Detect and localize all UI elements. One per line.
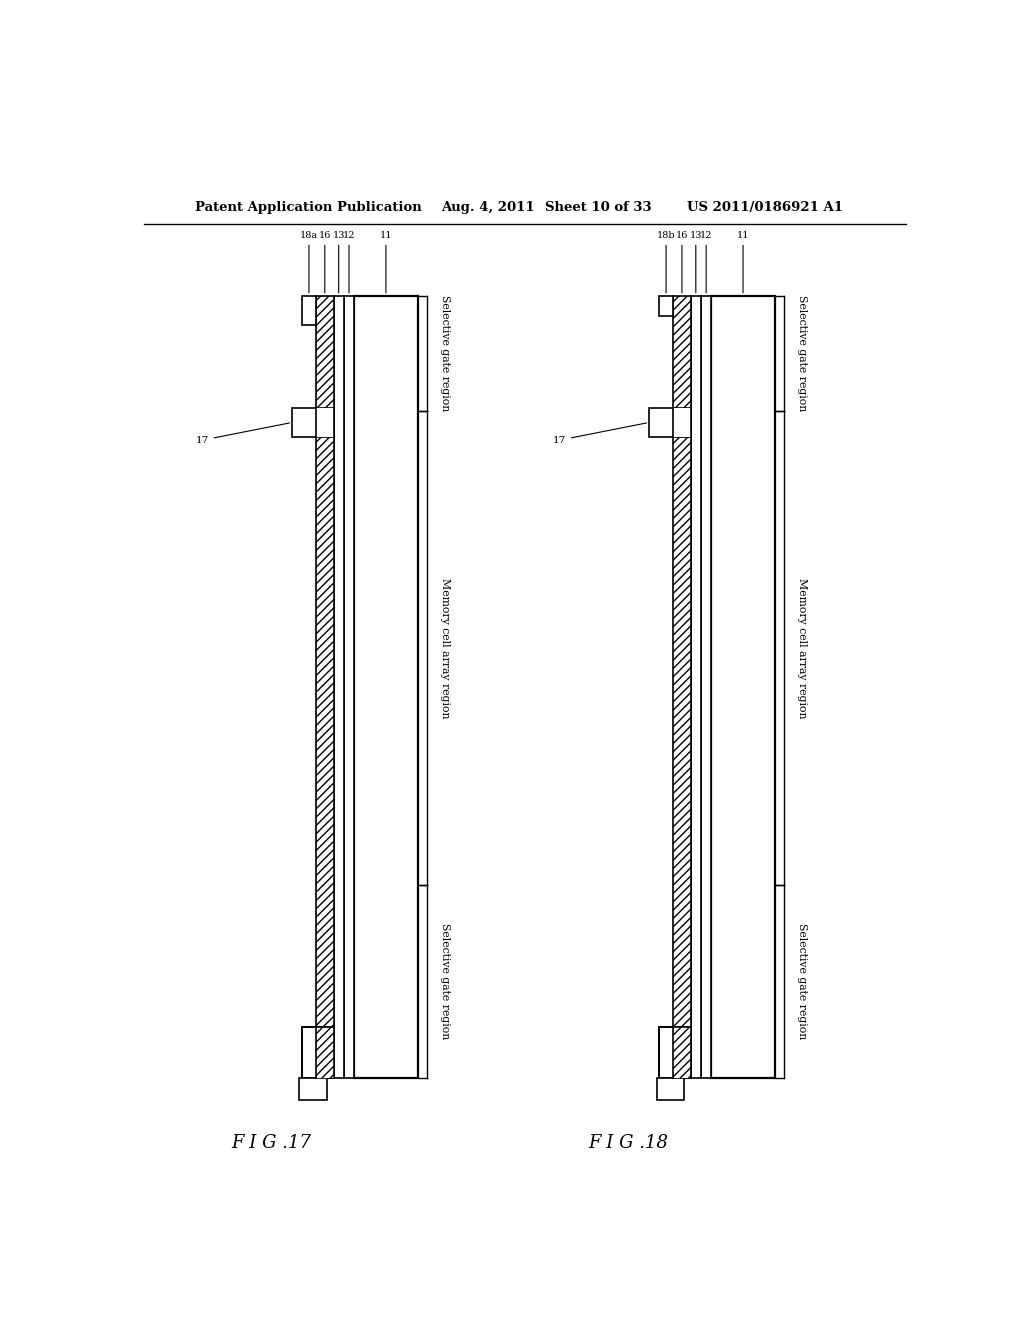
Bar [673, 1027, 690, 1078]
Text: 16: 16 [318, 231, 331, 293]
Text: 17: 17 [553, 422, 647, 445]
Text: Sheet 10 of 33: Sheet 10 of 33 [545, 201, 651, 214]
Bar [701, 296, 712, 1078]
Text: Memory cell array region: Memory cell array region [439, 578, 450, 718]
Text: F I G .17: F I G .17 [231, 1134, 311, 1152]
Bar [316, 1027, 334, 1078]
Text: 17: 17 [196, 422, 290, 445]
Text: Selective gate region: Selective gate region [797, 296, 807, 412]
Text: F I G .18: F I G .18 [588, 1134, 669, 1152]
Bar [344, 296, 354, 1078]
Text: Aug. 4, 2011: Aug. 4, 2011 [441, 201, 536, 214]
Text: 18a: 18a [300, 231, 318, 293]
Bar [316, 408, 334, 437]
Bar [673, 296, 690, 1078]
Bar [690, 296, 701, 1078]
Bar [712, 296, 775, 1078]
Text: Selective gate region: Selective gate region [439, 924, 450, 1040]
Bar [299, 1078, 328, 1100]
Text: 11: 11 [737, 231, 750, 293]
Bar [656, 1078, 684, 1100]
Bar [316, 296, 334, 1078]
Text: Selective gate region: Selective gate region [797, 924, 807, 1040]
Text: 12: 12 [343, 231, 355, 293]
Text: 18b: 18b [656, 231, 676, 293]
Text: 12: 12 [699, 231, 713, 293]
Text: 11: 11 [380, 231, 392, 293]
Text: Patent Application Publication: Patent Application Publication [196, 201, 422, 214]
Bar [658, 296, 673, 317]
Bar [354, 296, 418, 1078]
Text: Selective gate region: Selective gate region [439, 296, 450, 412]
Text: Memory cell array region: Memory cell array region [797, 578, 807, 718]
Text: 13: 13 [689, 231, 702, 293]
Text: 16: 16 [676, 231, 688, 293]
Bar [292, 408, 334, 437]
Text: 13: 13 [333, 231, 345, 293]
Bar [649, 408, 690, 437]
Bar [302, 1027, 334, 1078]
Bar [334, 296, 344, 1078]
Bar [673, 408, 690, 437]
Text: US 2011/0186921 A1: US 2011/0186921 A1 [687, 201, 844, 214]
Bar [302, 296, 316, 325]
Bar [658, 1027, 690, 1078]
